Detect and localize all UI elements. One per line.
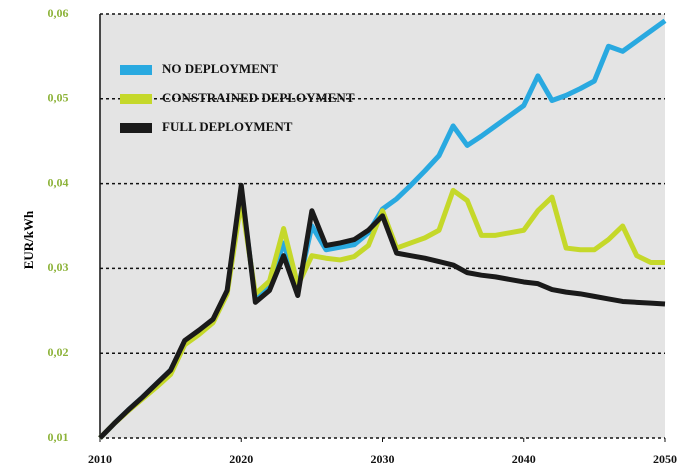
legend-swatch [120,123,152,133]
x-tick-label: 2050 [653,452,677,466]
legend-label: FULL DEPLOYMENT [162,119,293,134]
legend-swatch [120,94,152,104]
y-tick-label: 0,04 [48,175,69,189]
y-axis-label: EUR/kWh [21,210,36,269]
x-tick-label: 2040 [512,452,536,466]
x-tick-label: 2020 [229,452,253,466]
x-tick-label: 2010 [88,452,112,466]
y-tick-label: 0,02 [48,345,69,359]
y-tick-label: 0,03 [48,260,69,274]
legend-swatch [120,65,152,75]
y-tick-label: 0,05 [48,91,69,105]
x-tick-label: 2030 [371,452,395,466]
legend-label: CONSTRAINED DEPLOYMENT [162,90,355,105]
series-line [98,182,666,440]
series-line [98,187,665,440]
plot-background [100,14,665,438]
y-tick-label: 0,06 [48,6,69,20]
y-tick-label: 0,01 [48,430,69,444]
legend-label: NO DEPLOYMENT [162,61,278,76]
